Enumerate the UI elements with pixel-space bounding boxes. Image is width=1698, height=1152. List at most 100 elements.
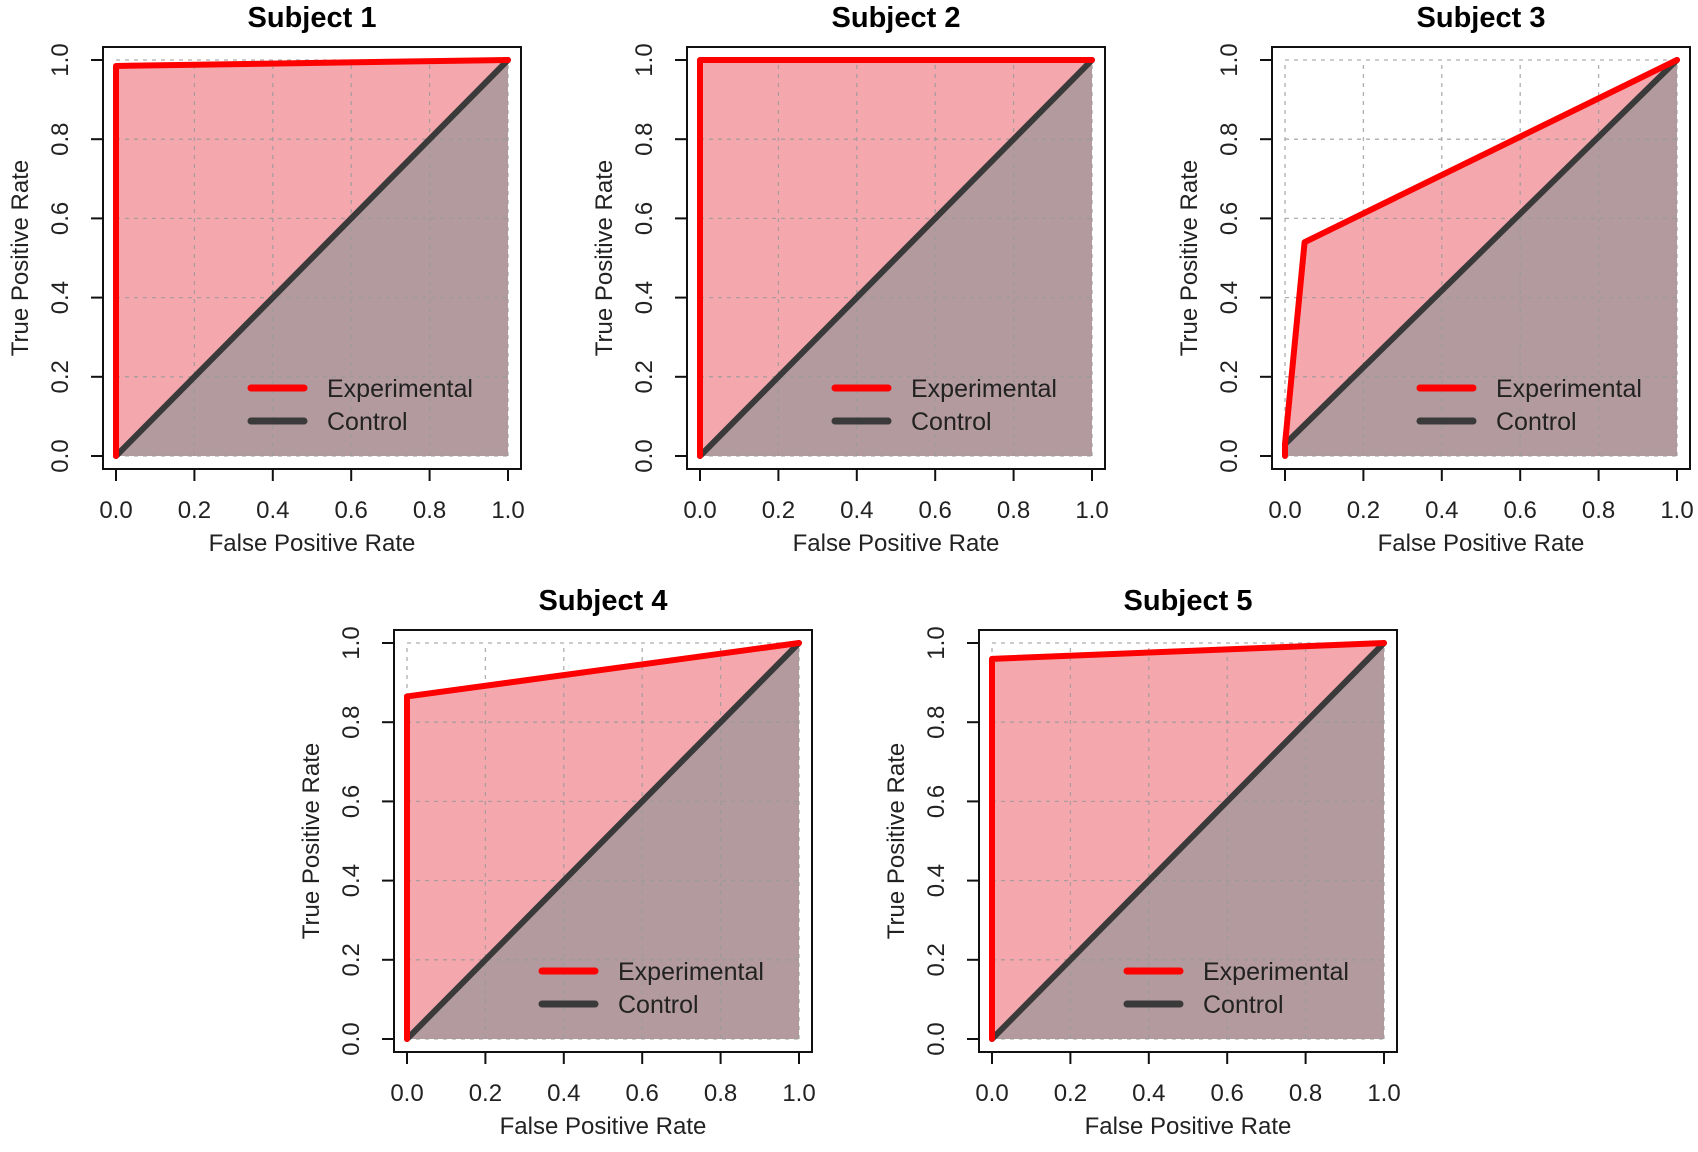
y-tick-label: 0.0 [1216,439,1243,472]
control-line [989,640,1387,1042]
legend-label-control: Control [911,408,992,436]
y-tick-label: 0.6 [923,785,950,818]
experimental-line [113,57,511,459]
y-tick-label: 0.4 [631,281,658,314]
legend-label-experimental: Experimental [327,375,473,403]
legend-label-control: Control [327,408,408,436]
control-line [113,57,511,459]
x-tick-label: 0.6 [919,497,952,524]
y-tick-label: 1.0 [631,43,658,76]
x-tick-label: 1.0 [1075,497,1108,524]
y-tick-label: 1.0 [338,626,365,659]
x-axis-label: False Positive Rate [209,530,416,557]
legend-label-experimental: Experimental [1496,375,1642,403]
y-tick-label: 0.8 [47,123,74,156]
x-tick-label: 1.0 [1660,497,1693,524]
control-line [1282,57,1680,448]
y-tick-label: 0.4 [47,281,74,314]
y-tick-label: 0.6 [338,785,365,818]
y-tick-label: 0.2 [1216,360,1243,393]
x-tick-label: 1.0 [491,497,524,524]
x-tick-label: 0.4 [840,497,873,524]
y-tick-label: 0.0 [923,1022,950,1055]
roc-panel-2: Subject 2 0.0 0.2 0.4 0.6 0.8 1.0 0.0 0.2 0.4 0.6 0… [591,2,1109,557]
x-tick-label: 0.6 [1211,1080,1244,1107]
x-tick-label: 0.8 [1289,1080,1322,1107]
x-tick-label: 0.2 [762,497,795,524]
panel-title: Subject 4 [539,585,668,617]
x-tick-label: 0.2 [469,1080,502,1107]
control-line [404,640,802,1042]
x-tick-label: 0.2 [1347,497,1380,524]
y-tick-label: 0.6 [1216,202,1243,235]
y-tick-label: 1.0 [1216,43,1243,76]
panel-title: Subject 3 [1417,2,1546,34]
x-tick-label: 0.4 [547,1080,580,1107]
x-tick-label: 0.4 [1425,497,1458,524]
plot-frame [978,629,1398,1053]
x-tick-label: 0.8 [1582,497,1615,524]
x-tick-label: 0.8 [704,1080,737,1107]
legend-label-experimental: Experimental [1203,958,1349,986]
x-tick-label: 0.8 [997,497,1030,524]
x-axis-label: False Positive Rate [1085,1113,1292,1140]
roc-panel-1: Subject 1 0.0 0.2 0.4 0.6 0.8 1.0 0.0 0.2 0.4 0.6 0… [7,2,525,557]
control-line [697,57,1095,459]
roc-panel-3: Subject 3 0.0 0.2 0.4 0.6 0.8 1.0 0.0 0.2 0.4 0.6 0… [1176,2,1694,557]
experimental-line [404,640,802,1042]
plot-frame [393,629,813,1053]
panel-title: Subject 5 [1124,585,1253,617]
legend-label-control: Control [1203,991,1284,1019]
x-tick-label: 0.2 [178,497,211,524]
y-tick-label: 0.8 [1216,123,1243,156]
x-tick-label: 0.0 [975,1080,1008,1107]
legend-label-control: Control [618,991,699,1019]
y-tick-label: 0.2 [631,360,658,393]
y-tick-label: 0.2 [47,360,74,393]
x-axis-label: False Positive Rate [793,530,1000,557]
roc-panel-5: Subject 5 0.0 0.2 0.4 0.6 0.8 1.0 0.0 0.2 0.4 0.6 0… [883,585,1401,1140]
x-tick-label: 0.6 [1504,497,1537,524]
y-tick-label: 0.0 [338,1022,365,1055]
y-tick-label: 0.4 [338,864,365,897]
experimental-line [697,57,1095,459]
x-tick-label: 1.0 [782,1080,815,1107]
x-axis-label: False Positive Rate [500,1113,707,1140]
panel-title: Subject 2 [832,2,961,34]
y-tick-label: 0.6 [47,202,74,235]
x-tick-label: 0.2 [1054,1080,1087,1107]
y-tick-label: 1.0 [47,43,74,76]
y-tick-label: 0.2 [338,943,365,976]
y-tick-label: 0.6 [631,202,658,235]
y-tick-label: 0.8 [923,706,950,739]
x-tick-label: 0.6 [335,497,368,524]
panel-title: Subject 1 [248,2,377,34]
y-tick-label: 0.4 [1216,281,1243,314]
y-tick-label: 0.2 [923,943,950,976]
x-tick-label: 0.8 [413,497,446,524]
y-axis-label: True Positive Rate [1176,160,1203,357]
y-tick-label: 1.0 [923,626,950,659]
plot-frame [686,46,1106,470]
y-axis-label: True Positive Rate [591,160,618,357]
x-tick-label: 1.0 [1367,1080,1400,1107]
x-tick-label: 0.6 [626,1080,659,1107]
legend-label-control: Control [1496,408,1577,436]
y-tick-label: 0.8 [338,706,365,739]
y-tick-label: 0.8 [631,123,658,156]
plot-frame [102,46,522,470]
x-tick-label: 0.4 [1132,1080,1165,1107]
roc-panel-4: Subject 4 0.0 0.2 0.4 0.6 0.8 1.0 0.0 0.2 0.4 0.6 0… [298,585,816,1140]
y-tick-label: 0.4 [923,864,950,897]
y-axis-label: True Positive Rate [7,160,34,357]
y-axis-label: True Positive Rate [298,743,325,940]
y-tick-label: 0.0 [47,439,74,472]
x-tick-label: 0.4 [256,497,289,524]
experimental-line [989,640,1387,1042]
x-axis-label: False Positive Rate [1378,530,1585,557]
x-tick-label: 0.0 [99,497,132,524]
legend-label-experimental: Experimental [911,375,1057,403]
plot-frame [1271,46,1691,470]
legend-label-experimental: Experimental [618,958,764,986]
